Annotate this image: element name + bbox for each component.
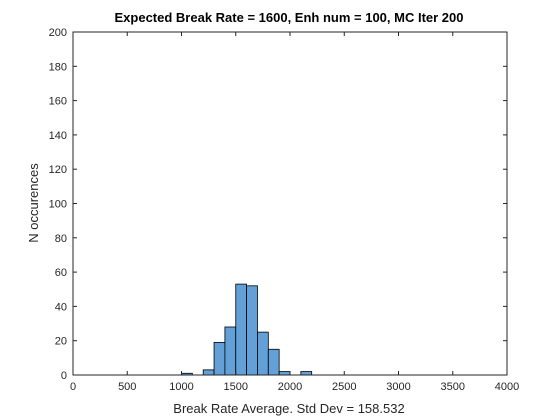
histogram-bar xyxy=(246,285,258,376)
y-tick-label: 40 xyxy=(55,301,67,313)
x-tick-label: 0 xyxy=(70,381,76,393)
chart-title: Expected Break Rate = 1600, Enh num = 10… xyxy=(115,10,464,25)
x-tick-label: 500 xyxy=(118,381,136,393)
y-tick-label: 0 xyxy=(61,370,67,382)
x-tick-label: 3500 xyxy=(441,381,465,393)
y-tick-label: 140 xyxy=(49,130,67,142)
histogram-bar xyxy=(267,348,280,376)
histogram-bar xyxy=(257,331,269,376)
histogram-bar xyxy=(235,283,248,376)
axes-box xyxy=(72,31,508,376)
axes-group: 0 500 1000 1500 2000 2500 3000 3500 4000 0 20 40 60 8… xyxy=(49,27,520,393)
y-tick-label: 180 xyxy=(49,61,67,73)
x-tick-label: 2500 xyxy=(332,381,356,393)
x-tick-label: 4000 xyxy=(495,381,519,393)
x-tick-label: 2000 xyxy=(278,381,302,393)
y-tick-label: 60 xyxy=(55,267,67,279)
y-tick-label: 200 xyxy=(49,27,67,39)
y-tick-label: 20 xyxy=(55,336,67,348)
histogram-bar xyxy=(278,371,291,376)
bars-group xyxy=(181,283,313,376)
x-tick-label: 1000 xyxy=(169,381,193,393)
histogram-bar xyxy=(300,371,313,376)
y-axis-label: N occurences xyxy=(26,163,41,243)
histogram-bar xyxy=(202,369,215,376)
x-tick-label: 1500 xyxy=(224,381,248,393)
y-tick-label: 160 xyxy=(49,96,67,108)
histogram-bar xyxy=(213,342,226,376)
y-tick-label: 120 xyxy=(49,164,67,176)
y-tick-label: 100 xyxy=(49,199,67,211)
y-tick-label: 80 xyxy=(55,233,67,245)
x-tick-label: 3000 xyxy=(386,381,410,393)
histogram-bar xyxy=(224,326,237,376)
x-axis-label: Break Rate Average. Std Dev = 158.532 xyxy=(173,401,404,416)
